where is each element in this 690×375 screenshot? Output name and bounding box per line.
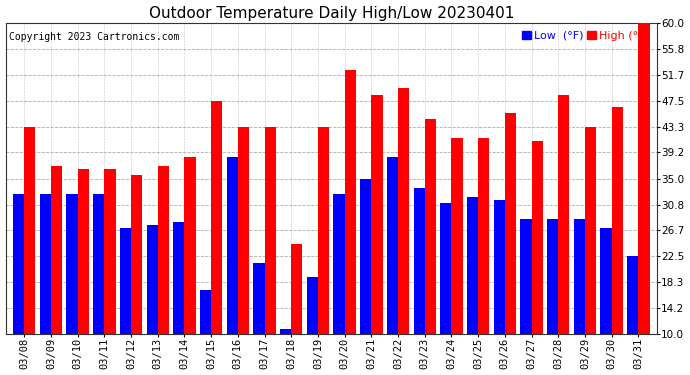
Legend: Low  (°F), High (°F): Low (°F), High (°F) bbox=[520, 28, 651, 43]
Bar bbox=[627, 256, 638, 334]
Bar bbox=[413, 188, 425, 334]
Bar bbox=[478, 138, 489, 334]
Bar bbox=[253, 262, 264, 334]
Bar bbox=[280, 329, 291, 334]
Bar bbox=[371, 94, 382, 334]
Bar bbox=[93, 194, 104, 334]
Title: Outdoor Temperature Daily High/Low 20230401: Outdoor Temperature Daily High/Low 20230… bbox=[148, 6, 514, 21]
Bar bbox=[505, 113, 516, 334]
Bar bbox=[120, 228, 131, 334]
Bar bbox=[318, 127, 329, 334]
Bar bbox=[104, 169, 115, 334]
Bar bbox=[333, 194, 344, 334]
Bar bbox=[585, 127, 596, 334]
Bar bbox=[344, 70, 356, 334]
Bar bbox=[307, 277, 318, 334]
Bar bbox=[600, 228, 611, 334]
Bar bbox=[573, 219, 585, 334]
Bar bbox=[467, 197, 478, 334]
Bar bbox=[211, 101, 222, 334]
Bar bbox=[451, 138, 463, 334]
Bar bbox=[440, 204, 451, 334]
Bar bbox=[238, 127, 249, 334]
Bar bbox=[611, 107, 623, 334]
Text: Copyright 2023 Cartronics.com: Copyright 2023 Cartronics.com bbox=[9, 33, 179, 42]
Bar bbox=[520, 219, 531, 334]
Bar bbox=[264, 127, 276, 334]
Bar bbox=[184, 157, 196, 334]
Bar bbox=[146, 225, 158, 334]
Bar bbox=[173, 222, 184, 334]
Bar bbox=[13, 194, 24, 334]
Bar bbox=[51, 166, 62, 334]
Bar bbox=[558, 94, 569, 334]
Bar bbox=[291, 244, 302, 334]
Bar bbox=[360, 178, 371, 334]
Bar bbox=[66, 194, 78, 334]
Bar bbox=[638, 23, 649, 334]
Bar bbox=[78, 169, 89, 334]
Bar bbox=[531, 141, 543, 334]
Bar bbox=[398, 88, 409, 334]
Bar bbox=[40, 194, 51, 334]
Bar bbox=[200, 291, 211, 334]
Bar bbox=[493, 200, 505, 334]
Bar bbox=[425, 120, 436, 334]
Bar bbox=[387, 157, 398, 334]
Bar bbox=[131, 176, 142, 334]
Bar bbox=[226, 157, 238, 334]
Bar bbox=[24, 127, 35, 334]
Bar bbox=[158, 166, 169, 334]
Bar bbox=[547, 219, 558, 334]
